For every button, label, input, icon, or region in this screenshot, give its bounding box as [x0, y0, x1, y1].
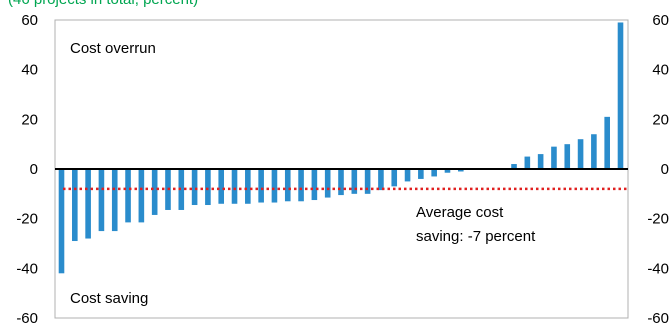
- label-average-line1: Average cost: [416, 204, 504, 221]
- bar: [378, 169, 384, 191]
- bar: [151, 169, 158, 215]
- y-tick-left: -60: [16, 310, 38, 324]
- bar: [418, 169, 424, 179]
- label-cost-overrun: Cost overrun: [70, 40, 156, 57]
- bar: [551, 146, 557, 169]
- bar: [391, 169, 398, 187]
- y-tick-left: 40: [21, 62, 38, 79]
- bar: [431, 169, 437, 177]
- bar: [191, 169, 198, 206]
- bar: [524, 156, 531, 169]
- bar: [338, 169, 344, 196]
- bar: [72, 169, 78, 242]
- label-cost-saving: Cost saving: [70, 290, 148, 307]
- bar: [138, 169, 145, 223]
- y-tick-right: 40: [652, 62, 669, 79]
- bar: [444, 169, 451, 173]
- bar: [511, 164, 517, 169]
- bar: [178, 169, 185, 210]
- bar: [604, 116, 610, 169]
- chart-subtitle: (46 projects in total, percent): [8, 0, 198, 8]
- y-tick-right: -40: [647, 260, 669, 277]
- bar: [351, 169, 358, 194]
- y-tick-left: 20: [21, 111, 38, 128]
- bar: [245, 169, 251, 204]
- y-tick-right: 0: [661, 161, 669, 178]
- bar: [404, 169, 411, 182]
- bar: [564, 144, 571, 169]
- y-tick-left: -40: [16, 260, 38, 277]
- bar: [284, 169, 291, 202]
- y-tick-right: -60: [647, 310, 669, 324]
- bar: [591, 134, 597, 169]
- bar: [298, 169, 304, 202]
- y-tick-left: 60: [21, 12, 38, 29]
- bars: [58, 22, 624, 274]
- y-tick-left: -20: [16, 211, 38, 228]
- bar: [364, 169, 371, 194]
- bar: [205, 169, 211, 206]
- bar: [231, 169, 238, 204]
- bar: [577, 139, 584, 169]
- bar: [85, 169, 91, 239]
- bar: [58, 169, 65, 274]
- bar: [537, 154, 544, 169]
- bar: [258, 169, 264, 203]
- y-axis-left: -60 -40 -20 0 20 40 60: [16, 12, 38, 324]
- bar: [125, 169, 131, 223]
- y-tick-right: -20: [647, 211, 669, 228]
- bar: [218, 169, 225, 204]
- bar: [457, 169, 464, 172]
- bar: [617, 22, 624, 170]
- bar: [324, 169, 331, 198]
- bar: [111, 169, 118, 232]
- y-tick-left: 0: [30, 161, 38, 178]
- label-average-line2: saving: -7 percent: [416, 228, 536, 245]
- y-tick-right: 20: [652, 111, 669, 128]
- bar: [311, 169, 318, 201]
- y-tick-right: 60: [652, 12, 669, 29]
- y-axis-right: -60 -40 -20 0 20 40 60: [647, 12, 669, 324]
- bar: [271, 169, 278, 203]
- bar: [98, 169, 105, 232]
